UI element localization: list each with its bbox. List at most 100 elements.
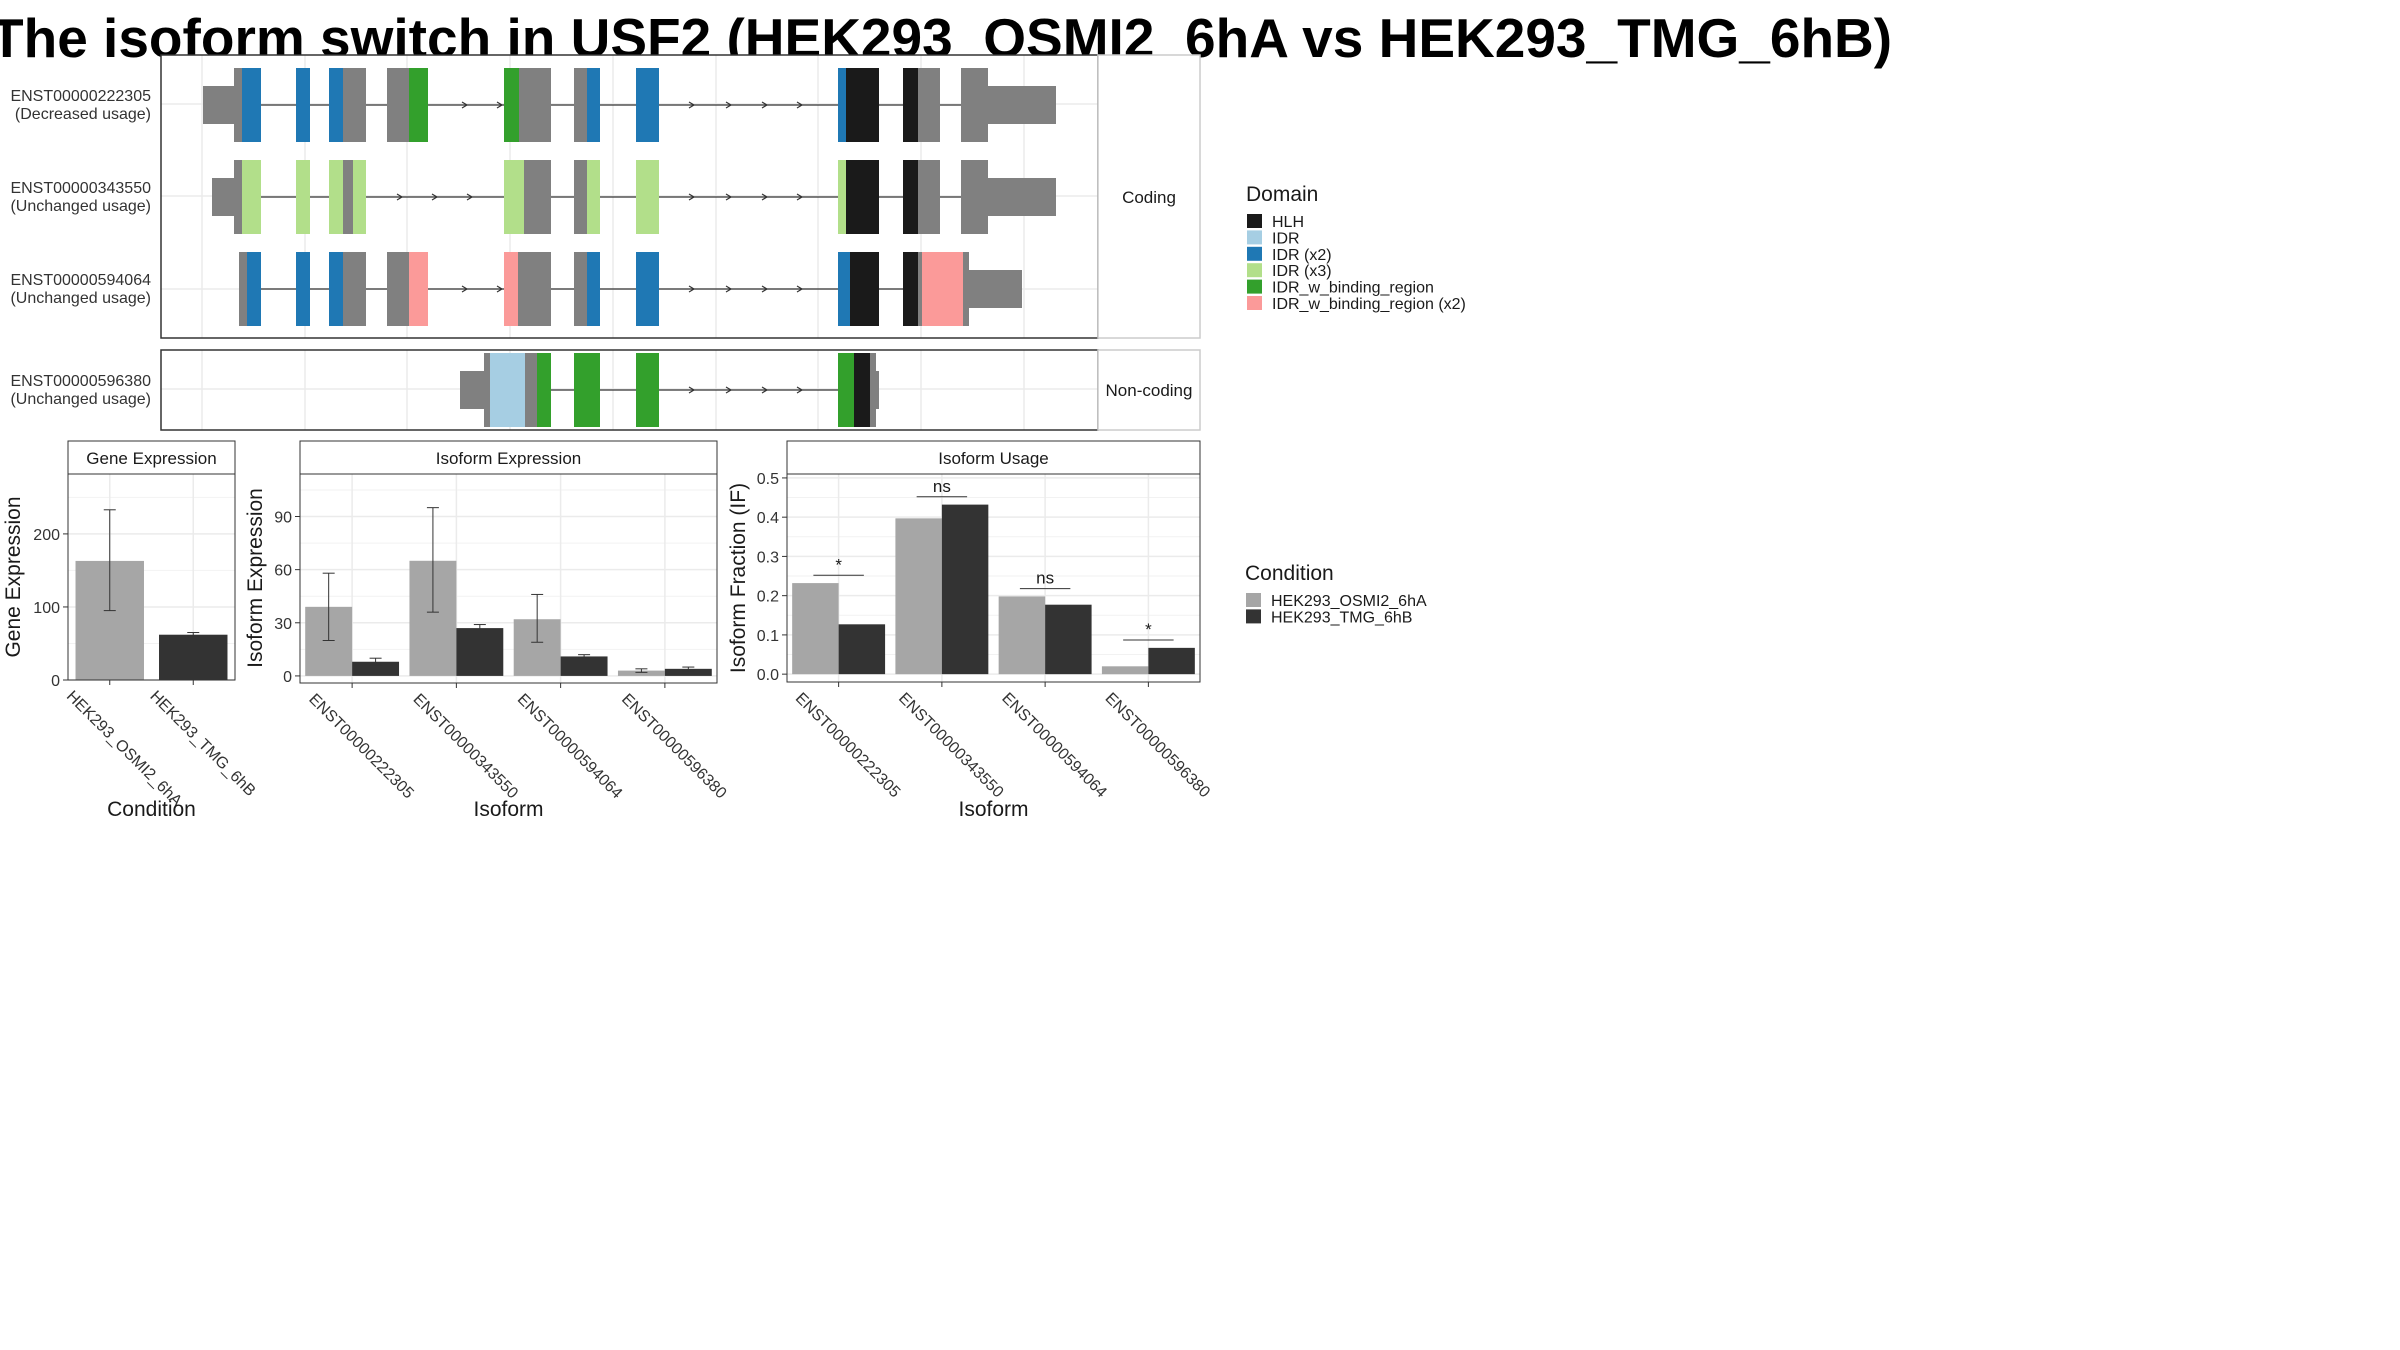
intron-arrow [466, 193, 474, 201]
condition-legend-label: HEK293_TMG_6hB [1271, 609, 1412, 626]
y-tick-label: 200 [33, 527, 60, 544]
transcript-1-block [846, 68, 879, 142]
transcript-3-block [387, 252, 409, 326]
intron-arrow [431, 193, 439, 201]
x-tick-label: ENST00000594064 [998, 690, 1109, 801]
y-tick-label: 0.4 [757, 510, 779, 527]
x-axis-title: Isoform [958, 798, 1028, 821]
y-tick-label: 0.1 [757, 628, 779, 645]
transcript-2-block [988, 178, 1056, 216]
transcript-2-block [903, 160, 918, 234]
transcript-4-block [525, 353, 537, 427]
condition-legend-key [1246, 609, 1261, 624]
facet-label-coding: Coding [1122, 188, 1176, 207]
isoform-usage-bar [895, 518, 942, 675]
transcript-1-block [587, 68, 600, 142]
y-tick-label: 0.2 [757, 589, 779, 606]
condition-legend-key [1246, 593, 1261, 607]
transcript-3-block [343, 252, 366, 326]
y-tick-label: 90 [274, 510, 292, 527]
transcript-2-block [296, 160, 310, 234]
isoform-usage-bar [1148, 647, 1195, 675]
isoform-label-id: ENST00000343550 [10, 180, 151, 197]
transcript-2-block [587, 160, 600, 234]
transcript-1-block [574, 68, 587, 142]
transcript-2-block [524, 160, 551, 234]
transcript-1-block [961, 68, 988, 142]
y-tick-label: 30 [274, 616, 292, 633]
isoform-label-usage: (Decreased usage) [15, 106, 151, 123]
domain-legend-label: IDR_w_binding_region (x2) [1272, 296, 1466, 313]
transcript-1-block [234, 68, 243, 142]
facet-label-noncoding: Non-coding [1106, 381, 1193, 400]
transcript-3-block [850, 252, 879, 326]
transcript-3-block [969, 270, 1022, 308]
transcript-3-block [903, 252, 918, 326]
transcript-3-block [574, 252, 587, 326]
domain-legend-title: Domain [1246, 183, 1318, 206]
transcript-3-block [518, 252, 551, 326]
intron-arrow [688, 386, 696, 394]
isoform-usage-bar [998, 596, 1046, 675]
isoform-usage-bar [941, 504, 989, 675]
domain-legend-label: IDR_w_binding_region [1272, 280, 1434, 297]
transcript-3-block [922, 252, 963, 326]
plot-frame [67, 473, 236, 681]
transcript-3-block [504, 252, 518, 326]
y-tick-label: 60 [274, 563, 292, 580]
panel-strip [786, 440, 1201, 475]
isoform-label-id: ENST00000596380 [10, 373, 151, 390]
transcript-1-block [409, 68, 428, 142]
transcript-2-block [838, 160, 846, 234]
intron-arrow [496, 285, 504, 293]
transcript-1-block [519, 68, 551, 142]
transcript-1-block [838, 68, 846, 142]
isoform-label-id: ENST00000594064 [10, 272, 151, 289]
intron-arrow [796, 101, 804, 109]
intron-arrow [461, 285, 469, 293]
isoform-usage-bar [838, 624, 886, 675]
facet-strip-noncoding [1097, 349, 1201, 431]
significance-label: * [835, 555, 842, 574]
transcript-1-block [918, 68, 940, 142]
transcript-2-block [234, 160, 243, 234]
x-tick-label: ENST00000343550 [410, 691, 521, 802]
intron-arrow [688, 101, 696, 109]
y-tick-label: 0.0 [757, 667, 779, 684]
domain-legend-key [1247, 263, 1262, 278]
intron-arrow [761, 285, 769, 293]
transcript-3-block [587, 252, 600, 326]
transcript-1-block [329, 68, 343, 142]
significance-label: ns [933, 477, 951, 496]
domain-legend-key [1247, 279, 1262, 294]
transcript-1-block [387, 68, 409, 142]
x-axis-title: Isoform [473, 798, 543, 821]
intron-arrow [761, 193, 769, 201]
transcript-2-block [918, 160, 940, 234]
intron-arrow [761, 386, 769, 394]
plot-area [300, 474, 717, 683]
transcript-4-block [870, 353, 876, 427]
transcript-4-block [490, 353, 525, 427]
transcript-2-block [636, 160, 659, 234]
transcript-1-block [504, 68, 519, 142]
isoform-label-id: ENST00000222305 [10, 88, 151, 105]
x-tick-label: ENST00000222305 [792, 690, 903, 801]
isoform-expression-bar [560, 656, 608, 676]
transcript-3-block [296, 252, 310, 326]
transcript-4-block [636, 353, 659, 427]
intron-arrow [396, 193, 404, 201]
panel-strip [67, 440, 236, 475]
intron-arrow [796, 285, 804, 293]
x-tick-label: ENST00000222305 [305, 691, 416, 802]
plot-frame [786, 473, 1201, 683]
isoform-label-usage: (Unchanged usage) [10, 198, 151, 215]
intron-arrow [725, 101, 733, 109]
x-tick-label: ENST00000594064 [514, 691, 625, 802]
transcript-2-block [343, 160, 353, 234]
transcript-2-block [846, 160, 879, 234]
transcript-2-block [504, 160, 524, 234]
transcript-4-block [838, 353, 854, 427]
x-tick-label: ENST00000596380 [618, 691, 729, 802]
transcript-4-block [876, 371, 879, 409]
